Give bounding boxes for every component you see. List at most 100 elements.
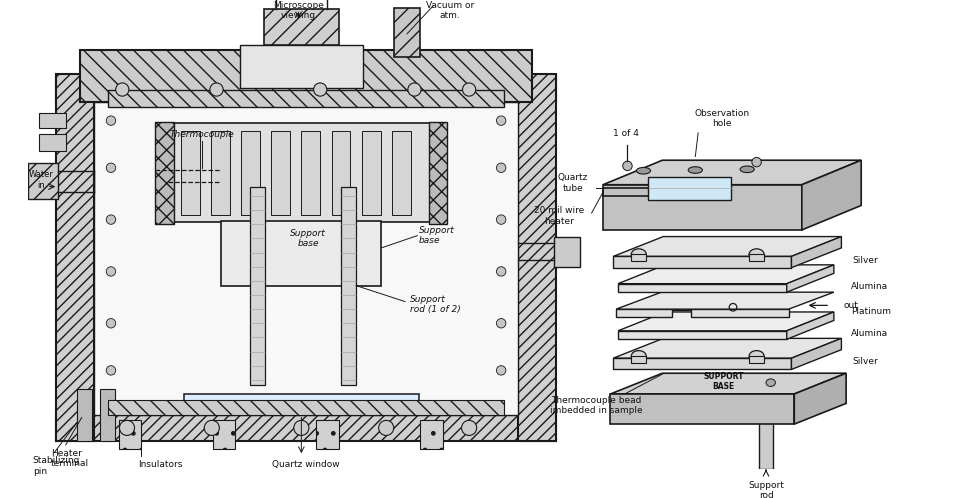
Circle shape xyxy=(106,163,116,172)
Circle shape xyxy=(120,420,135,435)
Bar xyxy=(211,131,230,215)
Text: out: out xyxy=(843,301,858,310)
Bar xyxy=(77,389,92,441)
Bar xyxy=(317,420,339,449)
Bar xyxy=(57,74,94,441)
Circle shape xyxy=(496,163,506,172)
Ellipse shape xyxy=(631,351,646,362)
Bar xyxy=(108,90,504,107)
Polygon shape xyxy=(616,309,789,317)
Bar xyxy=(631,356,646,363)
Bar xyxy=(39,113,65,128)
Bar xyxy=(518,74,556,441)
Bar xyxy=(392,131,410,215)
Circle shape xyxy=(314,83,327,96)
Bar xyxy=(57,75,556,102)
Circle shape xyxy=(623,161,632,171)
Text: Alumina: Alumina xyxy=(851,329,888,338)
Text: Support
base: Support base xyxy=(291,229,326,248)
Polygon shape xyxy=(618,331,787,339)
Polygon shape xyxy=(613,358,792,370)
Text: Support
rod (1 of 2): Support rod (1 of 2) xyxy=(410,295,460,314)
Circle shape xyxy=(496,215,506,224)
Bar xyxy=(57,415,556,441)
Text: Microscope
viewing: Microscope viewing xyxy=(273,1,324,20)
Bar xyxy=(554,237,580,267)
Polygon shape xyxy=(613,338,841,358)
Polygon shape xyxy=(616,292,834,309)
Bar xyxy=(240,45,363,88)
Polygon shape xyxy=(618,265,834,284)
Text: Thermocouple bead
imbedded in sample: Thermocouple bead imbedded in sample xyxy=(550,395,643,415)
Circle shape xyxy=(106,366,116,375)
Text: Stabilizing
pin: Stabilizing pin xyxy=(33,456,80,476)
Bar xyxy=(241,131,260,215)
Polygon shape xyxy=(603,185,801,230)
Bar xyxy=(119,420,141,449)
Circle shape xyxy=(461,420,477,435)
Polygon shape xyxy=(618,284,787,292)
Text: Heater
terminal: Heater terminal xyxy=(51,449,89,468)
Text: Observation
hole: Observation hole xyxy=(694,109,749,128)
Polygon shape xyxy=(610,373,846,394)
Circle shape xyxy=(205,420,219,435)
Bar xyxy=(341,187,356,384)
Bar xyxy=(99,389,115,441)
Circle shape xyxy=(210,83,223,96)
Circle shape xyxy=(116,83,129,96)
Ellipse shape xyxy=(749,249,764,260)
Bar xyxy=(155,122,175,224)
Bar xyxy=(429,122,448,224)
Polygon shape xyxy=(613,237,841,256)
Text: Silver: Silver xyxy=(853,255,878,264)
Text: Vacuum or
atm.: Vacuum or atm. xyxy=(426,1,475,20)
Text: Silver: Silver xyxy=(853,358,878,367)
Polygon shape xyxy=(610,394,795,424)
Polygon shape xyxy=(792,237,841,267)
Circle shape xyxy=(462,83,476,96)
Ellipse shape xyxy=(637,167,650,174)
Ellipse shape xyxy=(740,166,755,173)
Bar xyxy=(301,131,320,215)
Bar xyxy=(394,7,420,57)
Bar xyxy=(180,131,200,215)
Polygon shape xyxy=(603,160,861,185)
Circle shape xyxy=(496,319,506,328)
Circle shape xyxy=(496,116,506,125)
Bar xyxy=(39,134,65,151)
Text: Support
base: Support base xyxy=(419,226,455,246)
Bar xyxy=(760,420,772,469)
Polygon shape xyxy=(787,265,834,292)
Text: 1 of 4: 1 of 4 xyxy=(612,128,639,137)
Bar xyxy=(168,124,435,223)
Bar xyxy=(362,131,380,215)
Circle shape xyxy=(408,83,421,96)
Bar xyxy=(749,254,764,261)
Circle shape xyxy=(378,420,394,435)
Ellipse shape xyxy=(631,249,646,260)
Bar xyxy=(271,131,290,215)
Circle shape xyxy=(106,267,116,276)
Bar xyxy=(631,254,646,261)
Bar xyxy=(183,394,419,413)
Bar xyxy=(263,9,339,45)
Polygon shape xyxy=(613,256,792,267)
Text: Water
in: Water in xyxy=(29,170,54,190)
Ellipse shape xyxy=(688,167,702,173)
Text: Support
rod: Support rod xyxy=(748,481,784,498)
Circle shape xyxy=(752,157,761,167)
Circle shape xyxy=(496,366,506,375)
Text: Insulators: Insulators xyxy=(137,460,182,469)
Bar xyxy=(749,356,764,363)
Text: Quartz
tube: Quartz tube xyxy=(558,173,588,193)
Bar xyxy=(28,163,58,199)
Text: Sample: Sample xyxy=(742,299,776,308)
Text: Platinum: Platinum xyxy=(851,307,891,316)
Polygon shape xyxy=(795,373,846,424)
Text: Thermocouple: Thermocouple xyxy=(170,130,235,139)
Text: Quartz window: Quartz window xyxy=(272,460,340,469)
Bar xyxy=(108,399,504,415)
Bar xyxy=(648,177,731,200)
Ellipse shape xyxy=(749,351,764,362)
Bar xyxy=(332,131,350,215)
